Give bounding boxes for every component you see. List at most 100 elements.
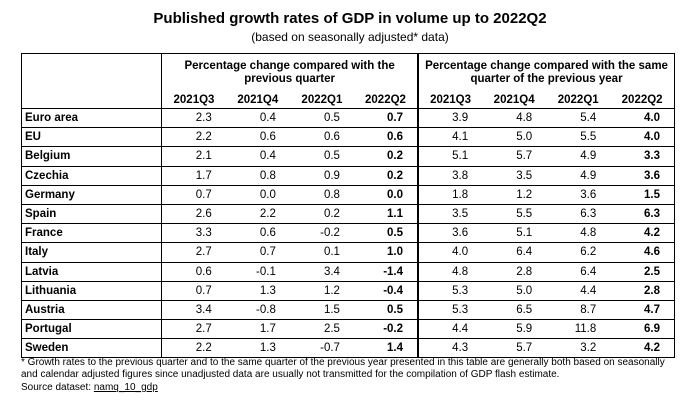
value-cell: 2.8	[610, 281, 675, 301]
value-cell: 4.6	[610, 242, 675, 263]
value-cell: 5.1	[417, 146, 483, 167]
table-row: Spain 2.6 2.2 0.2 1.1 3.5 5.5 6.3 6.3	[21, 204, 675, 225]
value-cell: 5.3	[417, 300, 483, 321]
value-cell: 4.4	[546, 281, 611, 301]
value-cell: 1.8	[417, 185, 483, 205]
value-cell: 5.0	[482, 281, 547, 301]
country-name: France	[21, 223, 162, 244]
value-cell: 4.3	[417, 338, 483, 359]
value-cell: 4.9	[546, 146, 611, 167]
country-name: Spain	[21, 204, 162, 225]
table-title: Published growth rates of GDP in volume …	[153, 10, 547, 27]
country-name: Lithuania	[21, 281, 162, 301]
value-cell: 0.7	[225, 242, 290, 263]
value-cell: 4.0	[610, 108, 675, 129]
value-cell: 4.0	[417, 242, 483, 263]
column-header: 2021Q3	[161, 92, 226, 109]
value-cell: 5.5	[546, 127, 611, 148]
value-cell: -0.4	[353, 281, 419, 301]
country-name: Germany	[21, 185, 162, 205]
value-cell: 3.3	[161, 223, 226, 244]
footnote: * Growth rates to the previous quarter a…	[21, 357, 665, 380]
value-cell: 5.7	[482, 338, 547, 359]
table-row: EU 2.2 0.6 0.6 0.6 4.1 5.0 5.5 4.0	[21, 127, 675, 148]
value-cell: 0.5	[289, 146, 354, 167]
value-cell: 1.2	[289, 281, 354, 301]
value-cell: 2.5	[289, 319, 354, 340]
value-cell: 3.6	[417, 223, 483, 244]
value-cell: 4.2	[610, 223, 675, 244]
value-cell: 0.5	[289, 108, 354, 129]
value-cell: 0.4	[225, 108, 290, 129]
country-name: Portugal	[21, 319, 162, 340]
column-header: 2022Q1	[546, 92, 611, 109]
table-row: Italy 2.7 0.7 0.1 1.0 4.0 6.4 6.2 4.6	[21, 242, 675, 263]
value-cell: 5.4	[546, 108, 611, 129]
corner-cell-lower	[21, 92, 162, 109]
value-cell: 0.1	[289, 242, 354, 263]
value-cell: 5.0	[482, 127, 547, 148]
value-cell: 5.1	[482, 223, 547, 244]
value-cell: 6.4	[482, 242, 547, 263]
source-dataset-link[interactable]: namq_10_gdp	[93, 382, 158, 393]
value-cell: -0.7	[289, 338, 354, 359]
value-cell: 8.7	[546, 300, 611, 321]
column-header: 2021Q3	[417, 92, 483, 109]
value-cell: 2.6	[161, 204, 226, 225]
value-cell: 0.6	[161, 262, 226, 282]
value-cell: 0.7	[353, 108, 419, 129]
value-cell: -0.8	[225, 300, 290, 321]
group-header-previous-quarter: Percentage change compared with the prev…	[161, 53, 419, 92]
value-cell: 1.7	[225, 319, 290, 340]
table-row: Portugal 2.7 1.7 2.5 -0.2 4.4 5.9 11.8 6.9	[21, 319, 675, 340]
value-cell: 0.2	[289, 204, 354, 225]
value-cell: 2.3	[161, 108, 226, 129]
value-cell: 3.5	[417, 204, 483, 225]
column-header: 2022Q2	[353, 92, 419, 109]
source-line: Source dataset: namq_10_gdp	[21, 382, 158, 393]
value-cell: 3.8	[417, 166, 483, 186]
value-cell: 6.4	[546, 262, 611, 282]
value-cell: 2.2	[161, 127, 226, 148]
value-cell: 4.8	[417, 262, 483, 282]
country-name: Latvia	[21, 262, 162, 282]
table-row: Germany 0.7 0.0 0.8 0.0 1.8 1.2 3.6 1.5	[21, 185, 675, 205]
value-cell: 3.6	[546, 185, 611, 205]
column-header: 2021Q4	[225, 92, 290, 109]
value-cell: -0.2	[289, 223, 354, 244]
value-cell: 5.5	[482, 204, 547, 225]
value-cell: 0.7	[161, 281, 226, 301]
table-row: Lithuania 0.7 1.3 1.2 -0.4 5.3 5.0 4.4 2.8	[21, 281, 675, 301]
table-row: Latvia 0.6 -0.1 3.4 -1.4 4.8 2.8 6.4 2.5	[21, 262, 675, 282]
value-cell: 4.1	[417, 127, 483, 148]
value-cell: 0.2	[353, 166, 419, 186]
value-cell: 4.9	[546, 166, 611, 186]
value-cell: 2.7	[161, 242, 226, 263]
country-name: EU	[21, 127, 162, 148]
value-cell: -1.4	[353, 262, 419, 282]
country-name: Italy	[21, 242, 162, 263]
value-cell: 4.0	[610, 127, 675, 148]
value-cell: 0.8	[289, 185, 354, 205]
country-name: Sweden	[21, 338, 162, 359]
table-row: Euro area 2.3 0.4 0.5 0.7 3.9 4.8 5.4 4.0	[21, 108, 675, 129]
value-cell: 0.6	[353, 127, 419, 148]
column-header: 2022Q1	[289, 92, 354, 109]
corner-cell	[22, 54, 162, 93]
value-cell: 4.8	[546, 223, 611, 244]
value-cell: 2.2	[225, 204, 290, 225]
value-cell: 1.2	[482, 185, 547, 205]
column-header: 2021Q4	[482, 92, 547, 109]
country-name: Euro area	[21, 108, 162, 129]
value-cell: 0.5	[353, 300, 419, 321]
value-cell: 2.8	[482, 262, 547, 282]
value-cell: 4.8	[482, 108, 547, 129]
country-name: Belgium	[21, 146, 162, 167]
source-label: Source dataset:	[21, 382, 92, 393]
value-cell: 0.9	[289, 166, 354, 186]
value-cell: 0.6	[225, 127, 290, 148]
value-cell: 2.1	[161, 146, 226, 167]
value-cell: 2.5	[610, 262, 675, 282]
value-cell: 0.6	[289, 127, 354, 148]
column-header-row: 2021Q3 2021Q4 2022Q1 2022Q2 2021Q3 2021Q…	[21, 92, 675, 109]
